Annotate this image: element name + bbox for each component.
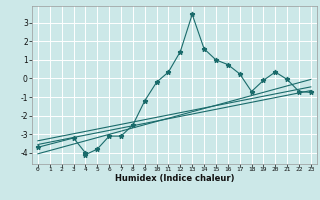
X-axis label: Humidex (Indice chaleur): Humidex (Indice chaleur) — [115, 174, 234, 183]
